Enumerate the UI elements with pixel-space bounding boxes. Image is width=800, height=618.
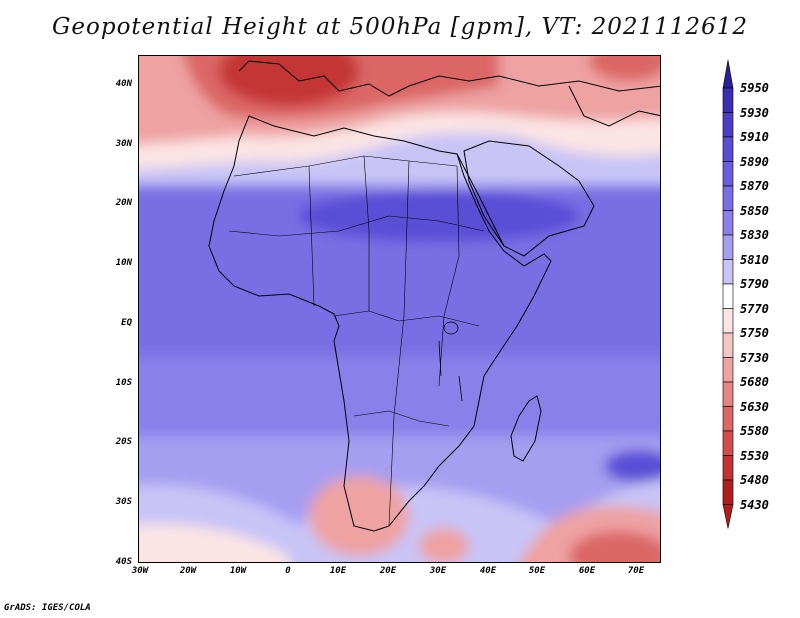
colorbar-level-label: 5870 (740, 179, 769, 193)
colorbar-level-label: 5480 (740, 473, 769, 487)
colorbar-level-label: 5750 (740, 326, 769, 340)
colorbar-swatch (722, 357, 734, 383)
madagascar (510, 395, 542, 462)
colorbar-level-label: 5910 (740, 130, 769, 144)
colorbar-swatch (722, 430, 734, 456)
colorbar-level-label: 5810 (740, 252, 769, 267)
colorbar-level-label: 5430 (740, 497, 769, 512)
colorbar-swatch (722, 259, 734, 285)
colorbar-level-label: 5850 (740, 203, 769, 218)
colorbar-level-label: 5630 (740, 399, 769, 414)
colorbar-arrow-top (722, 60, 734, 89)
field-south-pink (139, 524, 289, 562)
colorbar-swatch (722, 234, 734, 260)
colorbar-swatch (722, 455, 734, 481)
colorbar-level-label: 5730 (740, 350, 769, 365)
colorbar-swatch (722, 210, 734, 236)
lat-label-eq: EQ (121, 318, 132, 328)
lat-label-40n: 40N (115, 79, 132, 89)
colorbar-level-label: 5580 (740, 424, 769, 438)
colorbar-swatch (722, 185, 734, 211)
lat-label-30s: 30S (115, 497, 132, 507)
lake-malawi (458, 375, 463, 402)
lake-tanganyika (438, 340, 442, 377)
lat-label-30n: 30N (115, 139, 132, 149)
border-central (333, 310, 480, 327)
field-north-dark (219, 56, 359, 106)
border-vertical-1 (308, 165, 315, 307)
colorbar-swatch (722, 136, 734, 162)
lon-label-0: 0 (285, 566, 291, 576)
lon-label-30w: 30W (131, 566, 149, 576)
colorbar-level-label: 5930 (740, 105, 769, 120)
red-sea (456, 153, 505, 247)
field-south-high-2 (419, 528, 469, 562)
lon-label-70e: 70E (627, 566, 645, 576)
africa-coastline (208, 115, 552, 532)
field-north-east-dark (589, 56, 660, 81)
colorbar-swatch (722, 283, 734, 309)
map-canvas (139, 56, 660, 562)
credit-label: GrADS: IGES/COLA (4, 603, 91, 613)
field-south-dark-east (604, 450, 660, 482)
europe-coast (238, 60, 660, 97)
lon-label-30e: 30E (429, 566, 447, 576)
map-frame (138, 55, 661, 563)
lon-label-60e: 60E (578, 566, 596, 576)
colorbar (722, 60, 734, 529)
caspian-area (568, 85, 660, 127)
field-south-high-4 (569, 531, 660, 562)
border-sahel (228, 215, 485, 237)
lon-label-10w: 10W (229, 566, 247, 576)
chart-title: Geopotential Height at 500hPa [gpm], VT:… (52, 14, 748, 40)
colorbar-swatch (722, 479, 734, 505)
lat-label-10s: 10S (115, 378, 132, 388)
colorbar-swatch (722, 161, 734, 187)
colorbar-level-label: 5530 (740, 448, 769, 463)
lat-label-20s: 20S (115, 437, 132, 447)
colorbar-level-label: 5830 (740, 228, 769, 242)
lon-label-40e: 40E (479, 566, 497, 576)
lon-label-10e: 10E (329, 566, 347, 576)
colorbar-level-label: 5890 (740, 154, 769, 169)
colorbar-swatch (722, 308, 734, 334)
colorbar-level-label: 5680 (740, 375, 769, 389)
arabia-coast (463, 140, 595, 257)
colorbar-level-label: 5770 (740, 301, 769, 316)
field-south-high-1 (309, 476, 409, 556)
colorbar-level-label: 5790 (740, 277, 769, 291)
border-vertical-3 (363, 155, 370, 311)
field-sahel-core (299, 191, 579, 241)
lat-label-20n: 20N (115, 198, 132, 208)
lon-label-50e: 50E (528, 566, 546, 576)
colorbar-swatch (722, 87, 734, 113)
lat-label-40s: 40S (115, 557, 132, 567)
lat-label-10n: 10N (115, 258, 132, 268)
colorbar-swatch (722, 332, 734, 358)
border-south (353, 410, 450, 427)
colorbar-swatch (722, 406, 734, 432)
colorbar-level-label: 5950 (740, 81, 769, 95)
lon-label-20w: 20W (179, 566, 197, 576)
colorbar-swatch (722, 112, 734, 138)
colorbar-arrow-bottom (722, 504, 734, 529)
lake-victoria (443, 321, 459, 335)
lon-label-20e: 20E (379, 566, 397, 576)
border-east (438, 165, 460, 387)
border-vertical-2 (388, 160, 410, 527)
colorbar-swatch (722, 381, 734, 407)
